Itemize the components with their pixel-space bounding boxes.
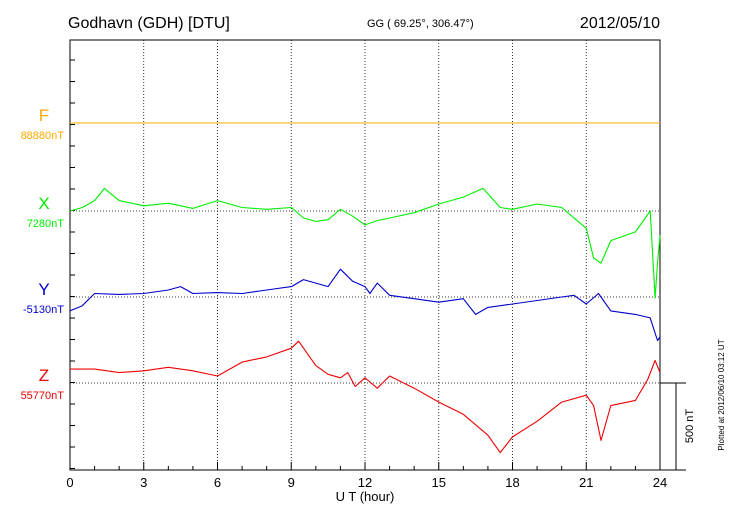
x-tick-label-0: 0 xyxy=(66,475,73,490)
x-tick-label-21: 21 xyxy=(579,475,593,490)
x-axis-label: U T (hour) xyxy=(336,489,395,504)
x-tick-labels: 0 3 6 9 12 15 18 21 24 xyxy=(66,475,667,490)
plotted-timestamp: Plotted at 2012/06/10 03:12 UT xyxy=(717,339,726,450)
plot-frame xyxy=(69,39,661,471)
x-tick-label-12: 12 xyxy=(358,475,372,490)
axis-ticks xyxy=(69,59,661,470)
series-baseline-y: -5130nT xyxy=(23,304,64,316)
series-group xyxy=(69,122,661,454)
x-tick-label-15: 15 xyxy=(432,475,446,490)
series-baseline-z: 55770nT xyxy=(21,390,65,402)
station-coordinates: GG ( 69.25°, 306.47°) xyxy=(367,18,474,30)
scale-bar: 500 nT xyxy=(660,382,696,471)
x-tick-label-9: 9 xyxy=(288,475,295,490)
series-line-z xyxy=(70,340,661,454)
grid-lines xyxy=(143,40,587,470)
series-name-y: Y xyxy=(38,280,49,299)
plot-date: 2012/05/10 xyxy=(580,15,660,32)
series-baseline-x: 7280nT xyxy=(27,218,65,230)
series-name-x: X xyxy=(38,194,49,213)
series-name-z: Z xyxy=(39,366,49,385)
x-tick-label-18: 18 xyxy=(505,475,519,490)
scale-bar-label: 500 nT xyxy=(684,409,696,444)
series-line-x xyxy=(69,187,661,299)
x-tick-label-6: 6 xyxy=(214,475,221,490)
station-title: Godhavn (GDH) [DTU] xyxy=(68,15,230,32)
x-tick-label-24: 24 xyxy=(653,475,667,490)
x-tick-label-3: 3 xyxy=(140,475,147,490)
series-baseline-f: 88880nT xyxy=(21,130,65,142)
series-line-y xyxy=(69,268,661,342)
series-labels: F 88880nT X 7280nT Y -5130nT Z 55770nT xyxy=(21,106,65,402)
series-name-f: F xyxy=(39,106,49,125)
